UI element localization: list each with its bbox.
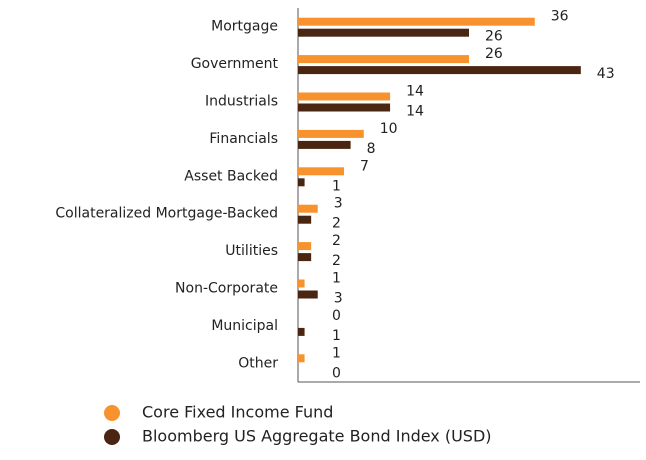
bar <box>298 279 305 288</box>
category-label: Non-Corporate <box>175 281 278 297</box>
bar <box>298 290 318 299</box>
value-label: 0 <box>332 365 341 381</box>
category-label: Mortgage <box>211 19 278 35</box>
value-label: 26 <box>485 46 503 62</box>
value-label: 3 <box>334 291 343 307</box>
legend-label: Bloomberg US Aggregate Bond Index (USD) <box>142 427 492 446</box>
bar <box>298 242 312 251</box>
bar <box>298 66 581 75</box>
bar <box>298 92 391 101</box>
value-label: 1 <box>332 178 341 194</box>
value-label: 2 <box>332 216 341 232</box>
category-label: Other <box>238 355 278 371</box>
category-label: Industrials <box>205 94 278 110</box>
bar <box>298 17 535 26</box>
bar <box>298 204 318 213</box>
category-label: Government <box>191 56 279 72</box>
bar <box>298 327 305 336</box>
bar <box>298 178 305 187</box>
value-label: 1 <box>332 271 341 287</box>
value-label: 1 <box>332 345 341 361</box>
legend-swatch <box>104 429 120 445</box>
value-label: 8 <box>367 141 376 157</box>
value-label: 7 <box>360 158 369 174</box>
bar <box>298 103 391 112</box>
value-label: 10 <box>380 121 398 137</box>
category-label: Financials <box>209 131 278 147</box>
bar <box>298 140 351 149</box>
category-label: Utilities <box>225 243 278 259</box>
value-label: 0 <box>332 308 341 324</box>
bar <box>298 354 305 363</box>
bar <box>298 167 345 176</box>
legend: Core Fixed Income Fund Bloomberg US Aggre… <box>104 403 492 446</box>
bar <box>298 253 312 262</box>
category-label: Municipal <box>211 318 278 334</box>
legend-swatch <box>104 405 120 421</box>
value-label: 14 <box>406 84 424 100</box>
value-label: 2 <box>332 253 341 269</box>
legend-label: Core Fixed Income Fund <box>142 403 333 422</box>
value-label: 26 <box>485 29 503 45</box>
value-label: 36 <box>551 9 569 25</box>
bar <box>298 55 469 64</box>
value-label: 14 <box>406 104 424 120</box>
bar <box>298 129 364 138</box>
value-label: 3 <box>334 196 343 212</box>
value-label: 2 <box>332 233 341 249</box>
value-label: 43 <box>597 66 615 82</box>
category-label: Asset Backed <box>184 168 278 184</box>
value-label: 1 <box>332 328 341 344</box>
bar <box>298 28 469 37</box>
category-label: Collateralized Mortgage-Backed <box>55 206 278 222</box>
bar <box>298 215 312 224</box>
